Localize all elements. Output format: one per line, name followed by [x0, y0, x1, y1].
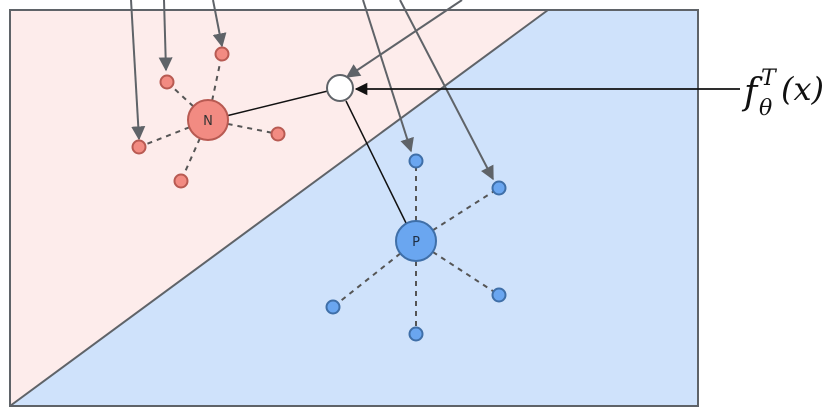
positive-neighbor-node	[408, 153, 424, 169]
formula-subscript: θ	[759, 96, 772, 121]
incoming-arrow	[345, 0, 463, 78]
positive-neighbor-node	[408, 326, 424, 342]
negative-neighbors	[131, 46, 286, 189]
incoming-arrow	[212, 0, 227, 48]
query-to-negative-edge	[225, 87, 341, 117]
positive-neighbor-node	[325, 299, 341, 315]
svg-text:(x): (x)	[781, 70, 824, 108]
negative-neighbor-node	[173, 173, 189, 189]
positive-prototype-label: P	[412, 235, 420, 250]
plot-border	[9, 9, 699, 407]
positive-prototype: P	[395, 220, 437, 262]
negative-neighbor-node	[270, 126, 286, 142]
svg-text:θ: θ	[759, 96, 772, 121]
negative-prototype-label: N	[203, 114, 213, 129]
incoming-arrow	[130, 0, 146, 141]
negative-neighbor-node	[159, 74, 175, 90]
svg-text:T: T	[761, 66, 778, 91]
embedding-formula: f T θ (x)	[741, 66, 824, 121]
negative-prototype: N	[187, 99, 229, 141]
negative-neighbor-node	[214, 46, 230, 62]
query-to-positive-edge	[345, 100, 407, 224]
formula-superscript: T	[761, 66, 778, 91]
formula-argument: (x)	[781, 70, 824, 108]
query-node	[326, 74, 354, 102]
positive-neighbors	[325, 153, 507, 342]
positive-neighbor-node	[491, 287, 507, 303]
incoming-arrow	[158, 0, 173, 72]
negative-prototype-circle	[187, 99, 229, 141]
decision-boundary	[9, 9, 549, 407]
incoming-arrow	[362, 0, 414, 153]
negative-neighbor-node	[131, 139, 147, 155]
positive-prototype-circle	[395, 220, 437, 262]
positive-neighbor-node	[491, 180, 507, 196]
positive-region	[10, 10, 698, 406]
